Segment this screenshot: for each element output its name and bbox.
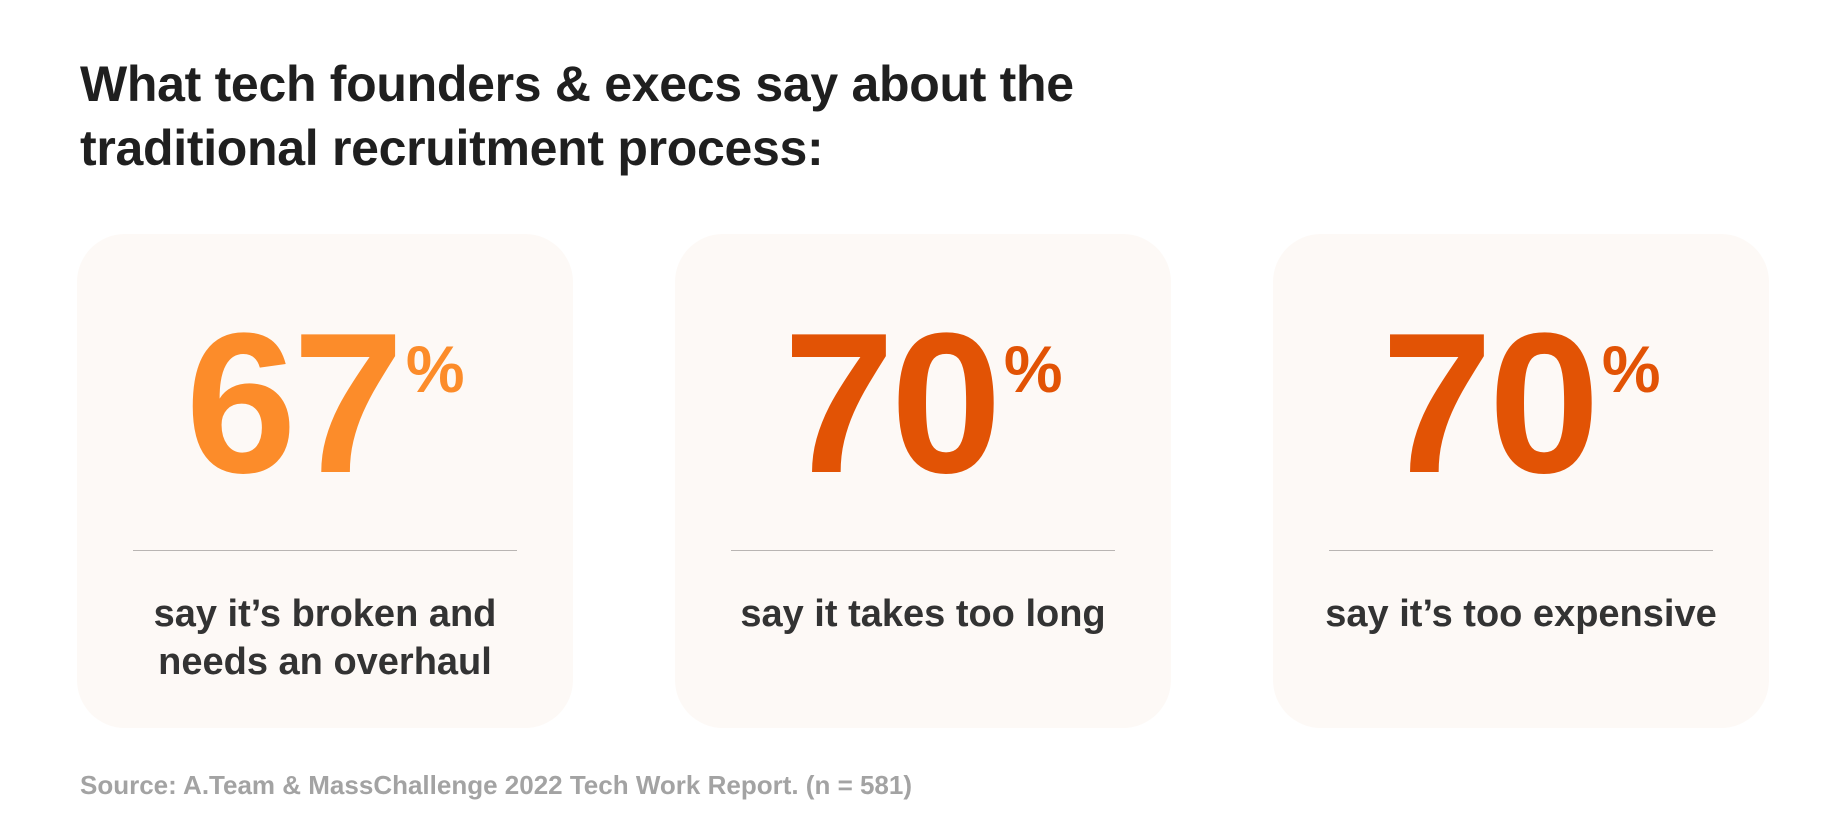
stat-card-broken: 67 % say it’s broken and needs an overha… bbox=[77, 234, 573, 728]
stat-percent-sign: % bbox=[1601, 332, 1661, 406]
stat-cards: 67 % say it’s broken and needs an overha… bbox=[77, 234, 1769, 728]
stat-figure: 70 % bbox=[1273, 304, 1769, 504]
stat-caption: say it’s too expensive bbox=[1325, 593, 1717, 635]
page-title: What tech founders & execs say about the… bbox=[80, 56, 1074, 176]
stat-card-too-expensive: 70 % say it’s too expensive bbox=[1273, 234, 1769, 728]
stat-caption: say it takes too long bbox=[740, 593, 1106, 635]
stat-percent-sign: % bbox=[1003, 332, 1063, 406]
divider bbox=[133, 550, 517, 551]
stat-percent-sign: % bbox=[405, 332, 465, 406]
stat-value: 70 bbox=[1381, 292, 1599, 515]
divider bbox=[1329, 550, 1713, 551]
source-note: Source: A.Team & MassChallenge 2022 Tech… bbox=[80, 770, 913, 800]
stat-value: 67 bbox=[185, 292, 403, 515]
stat-figure: 70 % bbox=[675, 304, 1171, 504]
stat-card-too-long: 70 % say it takes too long bbox=[675, 234, 1171, 728]
stat-figure: 67 % bbox=[77, 304, 573, 504]
divider bbox=[731, 550, 1115, 551]
stat-caption: say it’s broken and needs an overhaul bbox=[153, 593, 497, 683]
stat-value: 70 bbox=[783, 292, 1001, 515]
